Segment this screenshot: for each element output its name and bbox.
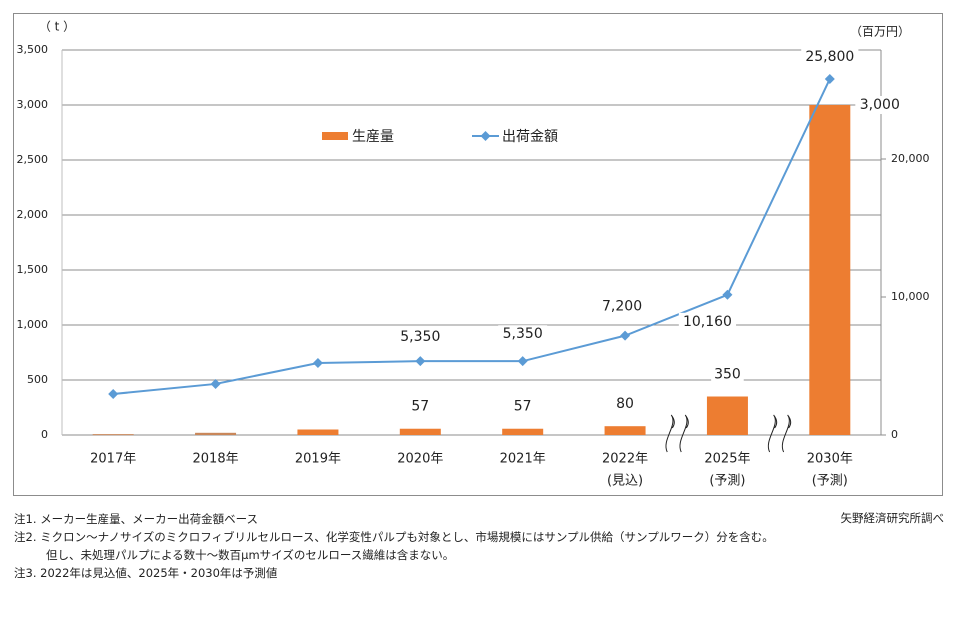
bar-data-label: 57: [514, 399, 532, 415]
legend-swatch-production: [322, 132, 348, 140]
left-axis-unit: （ t ）: [39, 20, 75, 34]
data-label-bg: [612, 395, 638, 414]
marker-shipment-2019年: [312, 357, 323, 368]
marker-shipment-2030年: [824, 73, 835, 84]
axis-break-icon: [665, 414, 675, 453]
data-label-bg: [395, 328, 445, 347]
line-data-label: 5,350: [503, 326, 543, 342]
bar-data-label: 3,000: [860, 97, 900, 113]
category-sublabel: (予測): [812, 474, 848, 489]
bar-data-label: 350: [714, 367, 741, 383]
category-label: 2025年: [704, 452, 750, 467]
note-3: 注3. 2022年は見込値、2025年・2030年は予測値: [14, 566, 278, 580]
data-label-bg: [678, 312, 737, 331]
right-axis-tick-label: 20,000: [891, 152, 930, 165]
left-axis-tick-label: 1,000: [17, 318, 49, 331]
marker-shipment-2020年: [415, 356, 426, 367]
marker-shipment-2021年: [517, 356, 528, 367]
notes: 注1. メーカー生産量、メーカー出荷金額ベース 注2. ミクロン～ナノサイズのミ…: [14, 510, 774, 582]
category-sublabel: (見込): [607, 474, 643, 489]
data-label-bg: [510, 397, 535, 416]
data-label-bg: [498, 325, 548, 344]
category-label: 2030年: [807, 452, 853, 467]
right-axis-tick-label: 10,000: [891, 290, 930, 303]
category-sublabel: (予測): [709, 474, 745, 489]
right-axis-tick-label: 0: [891, 428, 898, 441]
category-label: 2020年: [397, 452, 443, 467]
marker-shipment-2017年: [108, 389, 119, 400]
bar-production-2017年: [92, 434, 134, 436]
legend-label-production: 生産量: [352, 129, 394, 145]
line-data-label: 7,200: [602, 299, 642, 315]
bar-production-2030年: [809, 105, 851, 435]
axis-break-icon: [781, 414, 792, 453]
marker-shipment-2018年: [210, 378, 221, 389]
note-1: 注1. メーカー生産量、メーカー出荷金額ベース: [14, 512, 259, 526]
legend-label-shipment: 出荷金額: [502, 129, 558, 145]
left-axis-tick-label: 2,000: [17, 208, 49, 221]
axis-break-icon: [767, 414, 778, 453]
line-data-label: 25,800: [805, 49, 854, 65]
bar-production-2018年: [195, 432, 237, 435]
line-data-label: 5,350: [400, 329, 440, 345]
category-label: 2019年: [295, 452, 341, 467]
bar-production-2020年: [399, 428, 441, 435]
chart: 0 500 1,000 1,500 2,000 2,500 3,000 3,500 0 10,00…: [17, 20, 930, 489]
bar-data-label: 80: [616, 396, 634, 412]
line-shipment-value: [113, 78, 831, 396]
legend-diamond-icon: [480, 131, 491, 141]
category-label: 2017年: [90, 452, 136, 467]
bar-production-2021年: [502, 428, 544, 435]
line-data-label: 10,160: [683, 314, 732, 330]
bar-production-2022年: [604, 426, 646, 435]
left-axis-tick-label: 1,500: [17, 263, 49, 276]
axis-break-icon: [679, 414, 689, 453]
marker-shipment-2025年: [722, 289, 733, 300]
marker-shipment-2022年: [620, 330, 631, 341]
data-label-bg: [408, 397, 433, 416]
data-label-bg: [855, 96, 905, 114]
note-2: 注2. ミクロン～ナノサイズのミクロフィブリルセルロース、化学変性パルプも対象と…: [14, 530, 774, 544]
category-label: 2021年: [500, 452, 546, 467]
left-axis-tick-label: 3,500: [17, 43, 49, 56]
bar-data-label: 57: [411, 399, 429, 415]
source-credit: 矢野経済研究所調べ: [840, 511, 945, 525]
data-label-bg: [597, 297, 647, 316]
left-axis-tick-label: 0: [41, 428, 48, 441]
bar-production-2019年: [297, 429, 339, 435]
note-2-continued: 但し、未処理パルプによる数十～数百μmサイズのセルロース繊維は含まない。: [46, 548, 455, 562]
bar-production-2025年: [706, 396, 748, 435]
left-axis-tick-label: 3,000: [17, 98, 49, 111]
right-axis-unit: （百万円）: [850, 25, 910, 39]
left-axis-tick-label: 2,500: [17, 153, 49, 166]
category-label: 2018年: [193, 452, 239, 467]
category-label: 2022年: [602, 452, 648, 467]
data-label-bg: [801, 47, 859, 66]
left-axis-tick-label: 500: [27, 373, 48, 386]
data-label-bg: [711, 365, 744, 384]
